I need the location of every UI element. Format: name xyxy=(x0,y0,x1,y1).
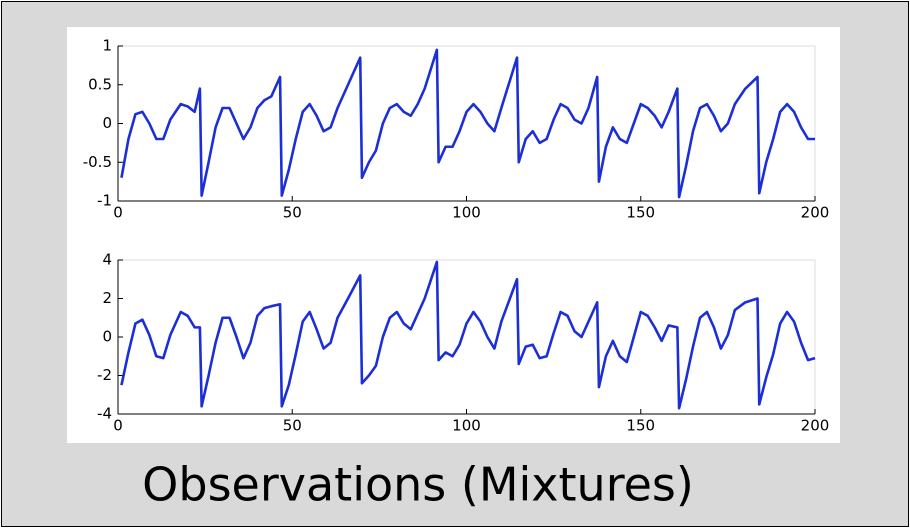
x-tick-label: 100 xyxy=(452,204,481,222)
y-tick-label: 0 xyxy=(102,114,112,132)
y-tick-label: 0.5 xyxy=(88,75,112,93)
y-tick-label: -1 xyxy=(97,192,112,210)
y-tick-label: 0 xyxy=(102,328,112,346)
y-tick-label: 4 xyxy=(102,251,112,269)
y-tick-label: 2 xyxy=(102,289,112,307)
caption: Observations (Mixtures) xyxy=(142,458,694,512)
figure-panel xyxy=(67,27,840,443)
x-tick-label: 50 xyxy=(283,417,302,435)
y-tick-label: -2 xyxy=(97,366,112,384)
data-line xyxy=(120,260,816,410)
data-line xyxy=(120,48,815,199)
x-tick-label: 50 xyxy=(283,204,302,222)
y-tick-label: -4 xyxy=(97,405,112,423)
y-tick-label: 1 xyxy=(102,37,112,55)
x-tick-label: 0 xyxy=(113,417,123,435)
x-tick-label: 0 xyxy=(113,204,123,222)
x-tick-label: 100 xyxy=(452,417,481,435)
x-tick-label: 150 xyxy=(626,204,655,222)
x-tick-label: 150 xyxy=(626,417,655,435)
x-tick-label: 200 xyxy=(801,204,830,222)
x-tick-label: 200 xyxy=(801,417,830,435)
y-tick-label: -0.5 xyxy=(83,153,112,171)
